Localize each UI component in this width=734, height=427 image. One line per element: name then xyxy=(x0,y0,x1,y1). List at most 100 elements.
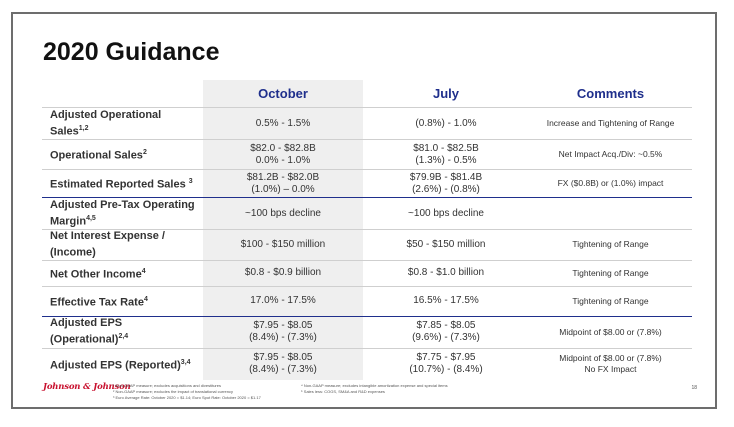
page-number: 18 xyxy=(691,385,697,391)
row-label-text: Adjusted EPS (Reported) xyxy=(50,359,181,372)
row-label-text: Adjusted Operational Sales xyxy=(50,108,162,138)
october-value: $81.2B - $82.0B xyxy=(246,171,320,183)
header-july: July xyxy=(432,86,459,101)
footnotes-left: ¹ Non-GAAP measure; excludes acquisition… xyxy=(113,383,293,401)
header-october: October xyxy=(203,80,363,108)
july-value-cell: ~100 bps decline xyxy=(363,197,529,230)
october-value: 0.0% - 1.0% xyxy=(255,154,311,166)
row-label-text: Adjusted Pre-Tax Operating Margin xyxy=(50,198,195,228)
row-label-text: Estimated Reported Sales xyxy=(50,178,189,191)
october-value: (1.0%) – 0.0% xyxy=(251,183,315,195)
footnote-line: ³ Euro Average Rate: October 2020 = $1.1… xyxy=(113,395,261,400)
row-label-footnote-ref: 2,4 xyxy=(118,333,129,341)
comment-value-cell: Increase and Tightening of Range xyxy=(529,107,692,140)
row-label-text: Operational Sales xyxy=(50,149,143,162)
october-value: 17.0% - 17.5% xyxy=(250,295,316,307)
comment-value-cell: Net Impact Acq./Div: ~0.5% xyxy=(529,139,692,170)
table-row: Adjusted Pre-Tax Operating Margin4,5 ~100… xyxy=(42,197,692,230)
comment-value: Midpoint of $8.00 or (7.8%) xyxy=(559,353,662,364)
october-value-cell: $7.95 - $8.05 (8.4%) - (7.3%) xyxy=(203,315,363,349)
october-value: $7.95 - $8.05 xyxy=(253,320,313,332)
comment-value-cell xyxy=(529,197,692,230)
comment-value: Tightening of Range xyxy=(572,267,649,278)
table-row: Net Interest Expense / (Income) $100 - $1… xyxy=(42,229,692,261)
october-value: $100 - $150 million xyxy=(240,238,326,250)
table-body: Adjusted Operational Sales1,2 0.5% - 1.5%… xyxy=(42,107,692,381)
row-label: Adjusted Pre-Tax Operating Margin4,5 xyxy=(42,197,203,230)
row-label-text: Net Interest Expense / (Income) xyxy=(50,230,165,259)
row-label: Estimated Reported Sales 3 xyxy=(42,169,203,198)
row-label-footnote-ref: 4 xyxy=(141,267,146,275)
july-value: (1.3%) - 0.5% xyxy=(415,154,477,166)
july-value-cell: $0.8 - $1.0 billion xyxy=(363,259,529,287)
october-value: $0.8 - $0.9 billion xyxy=(244,267,322,279)
slide-title: 2020 Guidance xyxy=(43,38,220,66)
comment-value-cell: Tightening of Range xyxy=(529,229,692,261)
row-label-text: Net Other Income xyxy=(50,268,142,281)
table-row: Adjusted Operational Sales1,2 0.5% - 1.5%… xyxy=(42,107,692,140)
october-value-cell: $100 - $150 million xyxy=(203,229,363,261)
row-label-footnote-ref: 3,4 xyxy=(180,359,191,367)
row-label-footnote-ref: 2 xyxy=(142,149,147,157)
table-row: Operational Sales2 $82.0 - $82.8B 0.0% - 1… xyxy=(42,139,692,170)
october-value-cell: $82.0 - $82.8B 0.0% - 1.0% xyxy=(203,139,363,170)
row-label: Effective Tax Rate4 xyxy=(42,285,203,317)
july-value: $79.9B - $81.4B xyxy=(409,171,483,183)
row-label: Adjusted EPS (Reported)3,4 xyxy=(42,347,203,381)
comment-value: No FX Impact xyxy=(584,364,637,375)
july-value: (10.7%) - (8.4%) xyxy=(409,364,483,376)
july-value-cell: (0.8%) - 1.0% xyxy=(363,107,529,140)
row-label-text: Adjusted EPS (Operational) xyxy=(50,317,123,346)
comment-value: Tightening of Range xyxy=(572,239,649,250)
october-value-cell: $81.2B - $82.0B (1.0%) – 0.0% xyxy=(203,169,363,198)
october-value: 0.5% - 1.5% xyxy=(255,117,311,129)
row-label-footnote-ref: 3 xyxy=(188,178,193,186)
comment-value-cell: Midpoint of $8.00 or (7.8%) xyxy=(529,315,692,349)
row-label: Adjusted EPS (Operational)2,4 xyxy=(42,315,203,349)
october-value: $7.95 - $8.05 xyxy=(253,352,313,364)
comment-value: Net Impact Acq./Div: ~0.5% xyxy=(558,149,663,159)
comment-value-cell: Midpoint of $8.00 or (7.8%) No FX Impact xyxy=(529,347,692,381)
comment-value: Midpoint of $8.00 or (7.8%) xyxy=(559,326,662,337)
row-label: Net Other Income4 xyxy=(42,259,203,287)
comment-value-cell: Tightening of Range xyxy=(529,259,692,287)
july-value: $0.8 - $1.0 billion xyxy=(407,267,485,279)
october-value: ~100 bps decline xyxy=(245,207,321,219)
comment-value-cell: Tightening of Range xyxy=(529,285,692,317)
july-value: $81.0 - $82.5B xyxy=(413,142,479,154)
header-comments: Comments xyxy=(576,86,645,101)
comment-value: FX ($0.8B) or (1.0%) impact xyxy=(557,178,664,188)
july-value-cell: $7.85 - $8.05 (9.6%) - (7.3%) xyxy=(363,315,529,349)
july-value: (2.6%) - (0.8%) xyxy=(412,183,480,195)
july-value-cell: $79.9B - $81.4B (2.6%) - (0.8%) xyxy=(363,169,529,198)
guidance-table: October July Comments Adjusted Operation… xyxy=(42,80,692,381)
table-header-row: October July Comments xyxy=(42,80,692,108)
table-row: Estimated Reported Sales 3 $81.2B - $82.0… xyxy=(42,169,692,198)
july-value-cell: 16.5% - 17.5% xyxy=(363,285,529,317)
footnote-line: ¹ Non-GAAP measure; excludes acquisition… xyxy=(113,383,221,388)
jnj-logo: Johnson & Johnson xyxy=(43,382,131,392)
row-label-footnote-ref: 4 xyxy=(143,295,148,303)
comment-value-cell: FX ($0.8B) or (1.0%) impact xyxy=(529,169,692,198)
table-row: Adjusted EPS (Reported)3,4 $7.95 - $8.05(… xyxy=(42,347,692,381)
july-value-cell: $81.0 - $82.5B (1.3%) - 0.5% xyxy=(363,139,529,170)
footnote-line: ⁴ Non-GAAP measure; excludes intangible … xyxy=(301,383,448,388)
comment-value: Increase and Tightening of Range xyxy=(546,118,675,128)
row-label: Operational Sales2 xyxy=(42,139,203,170)
comment-value: Tightening of Range xyxy=(572,295,649,306)
slide: 2020 Guidance October July Comments Adju… xyxy=(11,12,717,409)
october-value: (8.4%) - (7.3%) xyxy=(249,332,317,344)
row-label: Adjusted Operational Sales1,2 xyxy=(42,107,203,140)
header-blank xyxy=(42,80,203,108)
july-value: 16.5% - 17.5% xyxy=(413,295,479,307)
october-value-cell: $7.95 - $8.05 (8.4%) - (7.3%) xyxy=(203,347,363,381)
table-row: Net Other Income4 $0.8 - $0.9 billion $0.8… xyxy=(42,259,692,287)
october-value-cell: $0.8 - $0.9 billion xyxy=(203,259,363,287)
footnote-line: ² Non-GAAP measure; excludes the impact … xyxy=(113,389,233,394)
july-value: (9.6%) - (7.3%) xyxy=(412,332,480,344)
july-value: $50 - $150 million xyxy=(406,238,486,250)
october-value-cell: 0.5% - 1.5% xyxy=(203,107,363,140)
table-row: Effective Tax Rate4 17.0% - 17.5% 16.5% - … xyxy=(42,285,692,317)
july-value-cell: $50 - $150 million xyxy=(363,229,529,261)
row-label-footnote-ref: 1,2 xyxy=(78,124,89,132)
